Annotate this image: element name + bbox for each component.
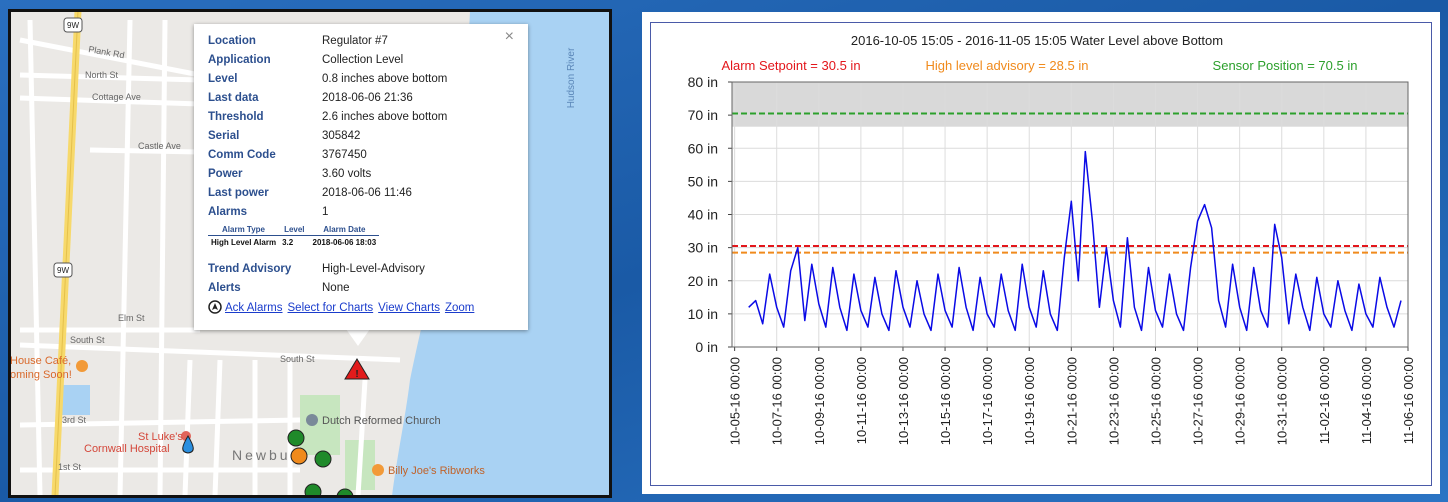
- road-label: Castle Ave: [138, 141, 181, 151]
- place-label: Billy Joe's Ribworks: [388, 465, 485, 477]
- cell: 3.2: [279, 236, 309, 250]
- y-tick-label: 60 in: [688, 140, 718, 156]
- chart-title: 2016-10-05 15:05 - 2016-11-05 15:05 Wate…: [851, 33, 1223, 48]
- field-value: 2018-06-06 21:36: [322, 90, 522, 106]
- poi-icon: [306, 414, 318, 426]
- field-value: 2.6 inches above bottom: [322, 109, 522, 125]
- alarm-table-header: Alarm Type Level Alarm Date: [208, 224, 379, 236]
- field-label: Trend Advisory: [208, 261, 318, 277]
- y-tick-label: 80 in: [688, 74, 718, 90]
- x-tick-label: 10-09-16 00:00: [812, 357, 827, 445]
- y-tick-label: 40 in: [688, 207, 718, 223]
- sensor-marker[interactable]: [315, 451, 331, 467]
- x-tick-label: 11-06-16 00:00: [1401, 357, 1416, 444]
- nav-icon: [208, 300, 222, 314]
- alarm-row: High Level Alarm 3.2 2018-06-06 18:03: [208, 236, 379, 250]
- field-label: Threshold: [208, 109, 318, 125]
- field-value: 3.60 volts: [322, 166, 522, 182]
- y-tick-label: 70 in: [688, 107, 718, 123]
- shield-label: 9W: [57, 266, 69, 275]
- field-label: Application: [208, 52, 318, 68]
- column-header: Alarm Date: [310, 224, 380, 236]
- x-tick-label: 11-04-16 00:00: [1359, 357, 1374, 444]
- column-header: Level: [279, 224, 309, 236]
- x-tick-label: 10-21-16 00:00: [1064, 357, 1079, 445]
- field-value: Regulator #7: [322, 33, 522, 49]
- cell: High Level Alarm: [208, 236, 279, 250]
- x-tick-label: 10-29-16 00:00: [1233, 357, 1248, 445]
- field-label: Last power: [208, 185, 318, 201]
- legend-label: Alarm Setpoint = 30.5 in: [721, 58, 860, 73]
- page: {"map": { "roads": ["Plank Rd", "North S…: [0, 0, 1448, 502]
- cell: 2018-06-06 18:03: [310, 236, 380, 250]
- x-tick-label: 10-27-16 00:00: [1191, 357, 1206, 445]
- x-tick-label: 10-05-16 00:00: [728, 357, 743, 445]
- link[interactable]: Select for Charts: [288, 302, 374, 314]
- place-label: Hudson River: [566, 47, 577, 108]
- road-label: South St: [70, 335, 105, 345]
- y-tick-label: 30 in: [688, 240, 718, 256]
- field-value: 3767450: [322, 147, 522, 163]
- place-label: St Luke's: [138, 431, 183, 443]
- place-label: oming Soon!: [10, 369, 72, 381]
- shield-label: 9W: [67, 21, 79, 30]
- place-label: Cornwall Hospital: [84, 443, 170, 455]
- x-tick-label: 10-23-16 00:00: [1106, 357, 1121, 445]
- x-tick-label: 10-19-16 00:00: [1022, 357, 1037, 445]
- column-header: Alarm Type: [208, 224, 279, 236]
- road-label: 3rd St: [62, 415, 87, 425]
- poi-icon: [372, 464, 384, 476]
- x-tick-label: 10-17-16 00:00: [980, 357, 995, 445]
- road-label: South St: [280, 354, 315, 364]
- alarm-table: Alarm Type Level Alarm Date High Level A…: [208, 224, 379, 249]
- links: Ack Alarms Select for Charts View Charts Zo…: [208, 300, 479, 314]
- x-tick-label: 10-11-16 00:00: [854, 357, 869, 444]
- x-tick-label: 10-31-16 00:00: [1275, 357, 1290, 445]
- field-value: 0.8 inches above bottom: [322, 71, 522, 87]
- field-label: Alarms: [208, 204, 318, 220]
- field-label: Alerts: [208, 280, 318, 296]
- poi-icon: [76, 360, 88, 372]
- field-label: Serial: [208, 128, 318, 144]
- y-tick-label: 50 in: [688, 173, 718, 189]
- sensor-marker[interactable]: [291, 448, 307, 464]
- place-label: Dutch Reformed Church: [322, 415, 441, 427]
- road-label: Cottage Ave: [92, 92, 141, 102]
- road-label: Elm St: [118, 313, 145, 323]
- field-value: 2018-06-06 11:46: [322, 185, 522, 201]
- field-label: Comm Code: [208, 147, 318, 163]
- road-label: North St: [85, 70, 119, 80]
- field-label: Last data: [208, 90, 318, 106]
- legend-label: Sensor Position = 70.5 in: [1213, 58, 1358, 73]
- field-value: 305842: [322, 128, 522, 144]
- field-value: 1: [322, 204, 522, 220]
- field-value: None: [322, 280, 522, 296]
- link[interactable]: Zoom: [445, 302, 474, 314]
- sensor-band: [732, 82, 1408, 127]
- pond: [62, 385, 90, 415]
- sensor-marker[interactable]: [288, 430, 304, 446]
- field-label: Power: [208, 166, 318, 182]
- x-tick-label: 10-13-16 00:00: [896, 357, 911, 445]
- place-label: House Café,: [10, 355, 71, 367]
- alarm-icon: !: [355, 369, 358, 380]
- y-tick-label: 20 in: [688, 273, 718, 289]
- field-value: Collection Level: [322, 52, 522, 68]
- field-value: High-Level-Advisory: [322, 261, 522, 277]
- place-label: Newbu: [232, 447, 291, 463]
- link[interactable]: View Charts: [378, 302, 440, 314]
- x-tick-label: 10-15-16 00:00: [938, 357, 953, 445]
- x-tick-label: 11-02-16 00:00: [1317, 357, 1332, 444]
- field-label: Level: [208, 71, 318, 87]
- y-tick-label: 0 in: [695, 339, 718, 355]
- x-tick-label: 10-07-16 00:00: [770, 357, 785, 445]
- link[interactable]: Ack Alarms: [225, 302, 283, 314]
- x-tick-label: 10-25-16 00:00: [1148, 357, 1163, 445]
- field-label: Location: [208, 33, 318, 49]
- legend-label: High level advisory = 28.5 in: [926, 58, 1089, 73]
- y-tick-label: 10 in: [688, 306, 718, 322]
- road-label: 1st St: [58, 462, 82, 472]
